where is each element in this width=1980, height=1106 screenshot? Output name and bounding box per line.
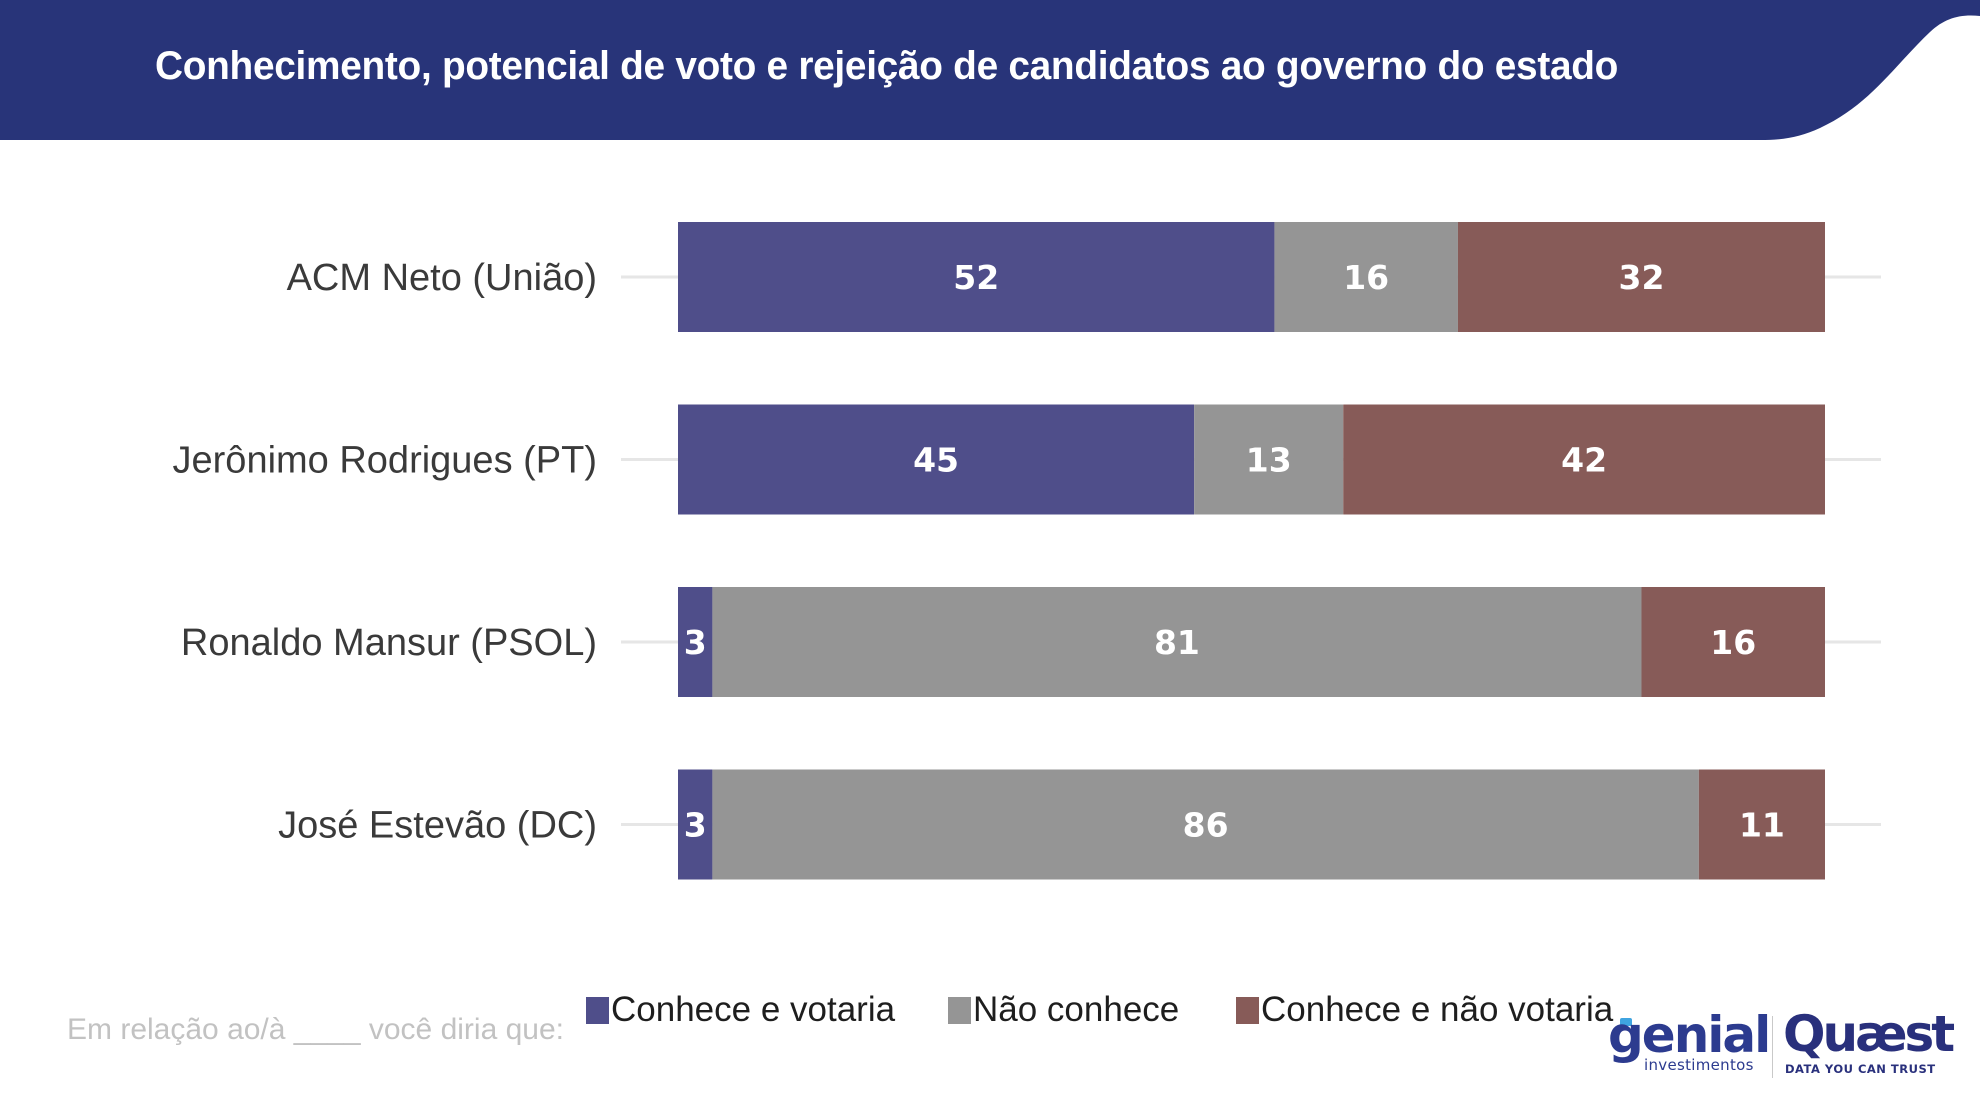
category-label: ACM Neto (União) xyxy=(287,257,597,299)
genial-logo: genial xyxy=(1608,1006,1771,1064)
bar-segment xyxy=(712,769,1699,880)
legend-item-nao-conhece: Não conhece xyxy=(948,980,1179,1040)
bar-value-label: 42 xyxy=(1561,441,1607,480)
bar-segment xyxy=(1343,404,1825,515)
bar-segment xyxy=(678,404,1195,515)
bar-value-label: 3 xyxy=(684,806,707,845)
bar-segment xyxy=(678,587,713,697)
bar-segment xyxy=(1698,769,1825,880)
legend-item-conhece-votaria: Conhece e votaria xyxy=(586,980,895,1040)
sponsor-logos: genial investimentos Quæst DATA YOU CAN … xyxy=(1600,1005,1955,1092)
legend-swatch xyxy=(1236,996,1259,1024)
legend-item-conhece-nao-votaria: Conhece e não votaria xyxy=(1236,980,1613,1040)
bar-value-label: 13 xyxy=(1246,441,1292,480)
bar-value-label: 16 xyxy=(1343,258,1389,297)
category-label: Ronaldo Mansur (PSOL) xyxy=(181,622,597,664)
bar-segment xyxy=(712,587,1642,697)
chart-legend: Conhece e votaria Não conhece Conhece e … xyxy=(0,980,1980,1040)
bar-value-label: 81 xyxy=(1154,623,1200,662)
legend-swatch xyxy=(586,996,609,1024)
header-banner xyxy=(0,0,1980,140)
header-shape xyxy=(0,0,1980,140)
genial-logo-accent-icon xyxy=(1620,1018,1632,1026)
category-label: José Estevão (DC) xyxy=(278,805,597,847)
bar-segment xyxy=(1194,404,1344,515)
legend-swatch xyxy=(948,996,971,1024)
bar-value-label: 52 xyxy=(953,258,999,297)
bar-value-label: 45 xyxy=(913,441,959,480)
bar-value-label: 11 xyxy=(1739,806,1785,845)
page-title: Conhecimento, potencial de voto e rejeiç… xyxy=(155,44,1619,88)
stacked-bar-chart: ACM Neto (União) 52 16 32 Jerônimo Rodrigues… xyxy=(173,222,1881,880)
logo-divider xyxy=(1772,1016,1773,1078)
quaest-logo: Quæst xyxy=(1783,1005,1955,1063)
question-footnote: Em relação ao/à ____ você diria que: xyxy=(67,1013,564,1046)
bar-value-label: 16 xyxy=(1710,623,1756,662)
bar-value-label: 32 xyxy=(1619,258,1665,297)
bar-segment xyxy=(678,769,713,880)
category-label: Jerônimo Rodrigues (PT) xyxy=(173,440,597,482)
genial-logo-subtitle: investimentos xyxy=(1644,1056,1754,1074)
bar-segment xyxy=(678,222,1275,332)
bar-segment xyxy=(1274,222,1458,332)
quaest-logo-tagline: DATA YOU CAN TRUST xyxy=(1785,1062,1936,1076)
bar-value-label: 86 xyxy=(1183,806,1229,845)
legend-label: Conhece e votaria xyxy=(611,990,896,1029)
legend-label: Conhece e não votaria xyxy=(1261,990,1614,1029)
bar-segment xyxy=(1641,587,1825,697)
bar-value-label: 3 xyxy=(684,623,707,662)
legend-label: Não conhece xyxy=(973,990,1180,1029)
bar-segment xyxy=(1457,222,1825,332)
